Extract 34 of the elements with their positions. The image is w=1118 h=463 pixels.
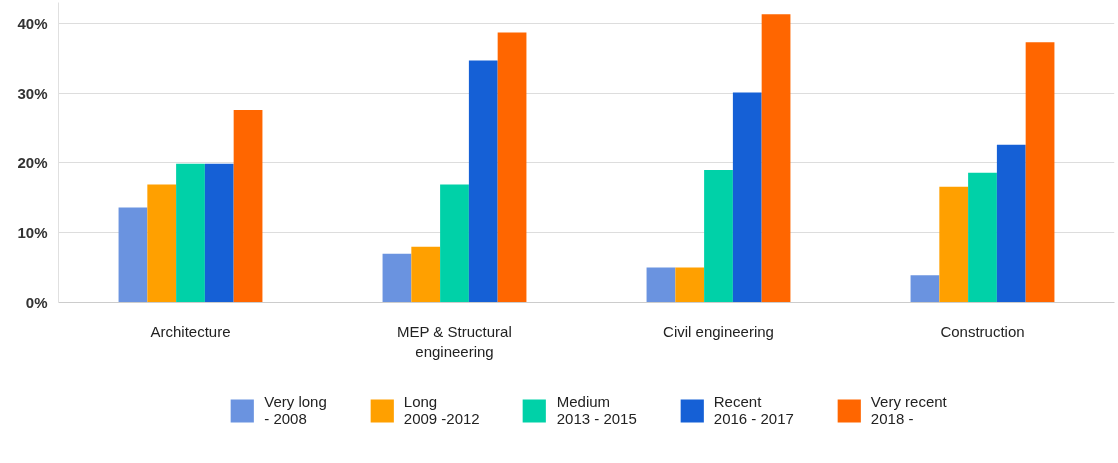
legend-label: Long 2009 -2012 [403,393,480,427]
bar [497,32,527,303]
y-tick-label: 40% [17,14,48,32]
bar [1025,42,1055,303]
y-tick-label: 30% [17,84,48,102]
legend-label: Very long - 2008 [264,393,327,427]
bar [468,60,498,303]
bar [646,267,676,303]
bar [675,267,705,303]
y-tick-label: 20% [17,154,48,172]
bar [910,275,940,303]
bar [204,163,234,303]
y-tick-label: 0% [25,294,48,311]
bar [704,169,733,303]
legend-label: Recent 2016 - 2017 [713,393,794,427]
bar [233,109,263,303]
bar [411,246,441,303]
x-tick-label: Architecture [150,322,231,340]
bar [968,172,997,303]
x-tick-label: MEP & Structural engineering [396,322,512,360]
bar [176,163,205,303]
bar [996,144,1026,303]
y-tick-label: 10% [17,224,48,242]
x-tick-label: Construction [940,322,1025,340]
legend-label: Medium 2013 - 2015 [556,393,637,427]
bar [118,207,148,303]
legend-label: Very recent 2018 - [870,393,947,427]
bar [382,253,412,303]
bar [147,184,177,303]
bar [939,186,969,303]
bar [761,14,791,303]
x-tick-label: Civil engineering [663,322,774,340]
bar [732,92,762,303]
bar [440,184,469,303]
